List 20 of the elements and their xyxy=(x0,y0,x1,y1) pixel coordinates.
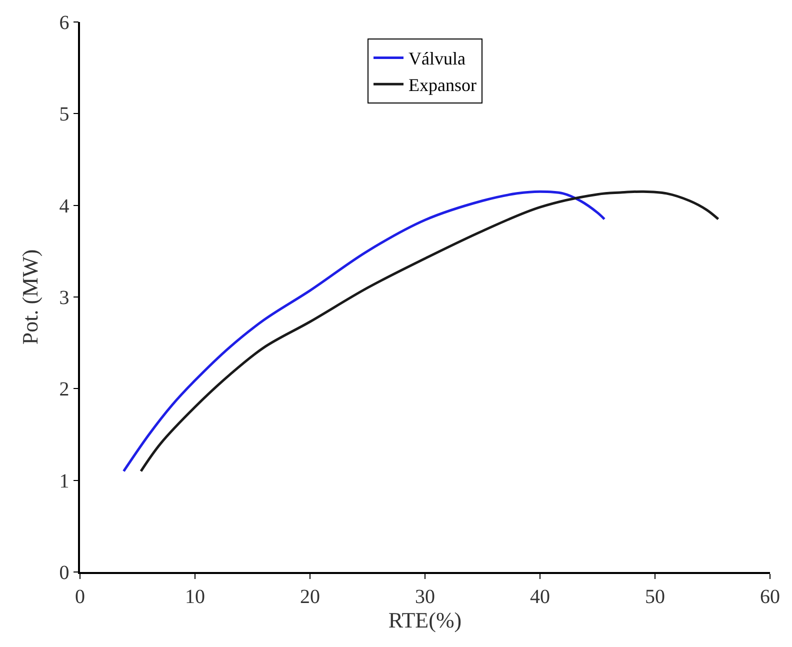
y-tick-label: 4 xyxy=(59,195,70,218)
x-tick-label: 20 xyxy=(300,586,320,608)
x-tick-label: 0 xyxy=(75,586,85,608)
line-series xyxy=(122,190,606,472)
y-axis-title: Pot. (MW) xyxy=(18,249,43,345)
y-tick-label: 0 xyxy=(59,562,70,584)
legend-label: Expansor xyxy=(408,75,476,96)
y-tick-label: 6 xyxy=(59,12,70,34)
x-tick-label: 60 xyxy=(760,586,780,608)
legend-label: Válvula xyxy=(408,48,466,69)
y-tick-label: 3 xyxy=(59,287,70,309)
x-axis-title: RTE(%) xyxy=(388,608,462,633)
x-tick-label: 40 xyxy=(530,586,550,608)
x-tick-label: 50 xyxy=(645,586,665,608)
x-tick-label: 30 xyxy=(415,586,435,608)
line-series xyxy=(140,190,720,472)
y-tick-label: 2 xyxy=(59,378,70,401)
y-tick-label: 5 xyxy=(59,104,70,126)
y-tick-label: 1 xyxy=(59,470,70,492)
x-tick-label: 10 xyxy=(185,586,205,608)
